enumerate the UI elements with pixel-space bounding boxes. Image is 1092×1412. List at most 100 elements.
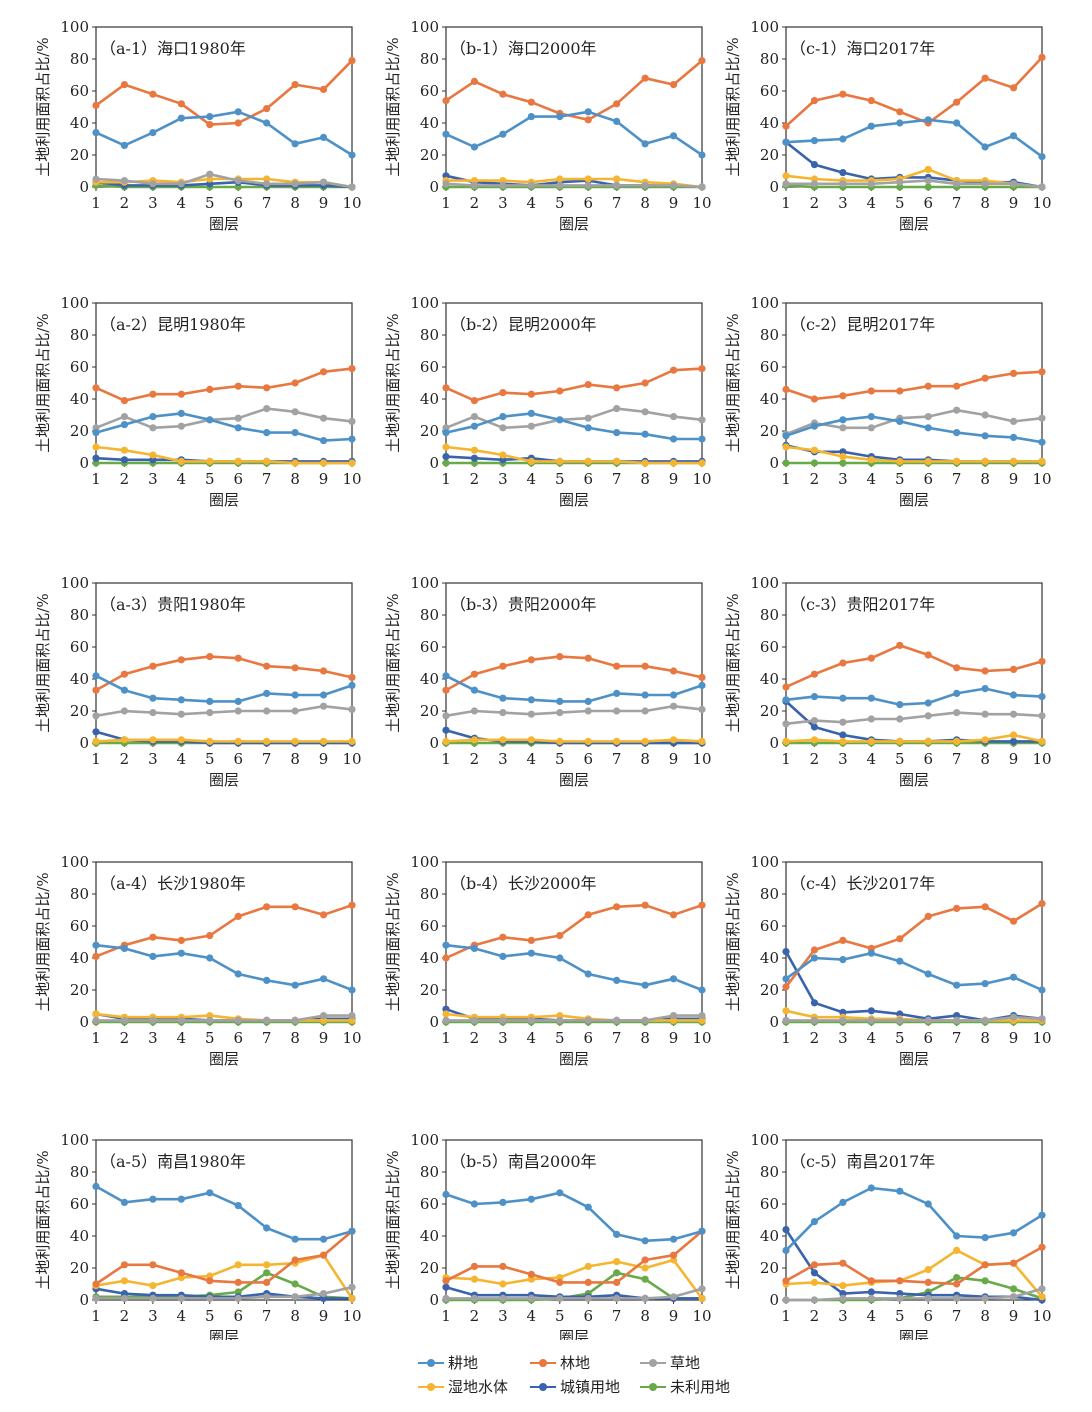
y-axis-label: 土地利用面积占比/% (384, 593, 402, 732)
data-point (442, 1010, 450, 1018)
data-point (120, 81, 129, 89)
x-tick-label: 1 (781, 750, 791, 768)
data-point (206, 653, 214, 661)
y-tick-label: 20 (70, 1259, 89, 1277)
data-point (499, 451, 507, 459)
data-point (1009, 710, 1018, 718)
series-草地 (92, 170, 356, 191)
y-tick-label: 80 (70, 885, 89, 903)
data-point (442, 459, 450, 467)
x-tick-label: 4 (527, 750, 537, 768)
data-point (319, 437, 328, 445)
data-point (641, 1294, 649, 1302)
data-point (782, 1246, 790, 1254)
data-point (442, 443, 450, 451)
data-point (149, 390, 157, 398)
data-point (499, 709, 507, 717)
data-point (810, 723, 819, 731)
x-tick-label: 2 (810, 750, 820, 768)
x-tick-label: 8 (290, 1307, 300, 1325)
series-line (95, 445, 352, 465)
data-point (470, 1262, 479, 1270)
data-point (92, 384, 100, 392)
data-point (527, 98, 535, 106)
series-林地 (442, 901, 706, 962)
data-point (470, 446, 479, 454)
data-point (1038, 1015, 1046, 1023)
data-point (206, 709, 214, 717)
chart-title: （a-1）海口1980年 (100, 39, 246, 58)
data-point (120, 1198, 129, 1206)
data-point (953, 737, 961, 746)
series-草地 (782, 709, 1046, 728)
data-point (641, 74, 649, 82)
x-tick-label: 5 (895, 194, 905, 212)
x-tick-label: 5 (895, 1307, 905, 1325)
data-point (810, 693, 819, 701)
data-point (92, 728, 100, 736)
y-tick-label: 60 (70, 638, 89, 656)
series-line (95, 1287, 352, 1300)
series-line (446, 1014, 702, 1022)
data-point (782, 975, 790, 983)
data-point (669, 691, 678, 699)
data-point (527, 422, 535, 430)
y-axis-label: 土地利用面积占比/% (724, 593, 742, 732)
legend-item: 未利用地 (640, 1376, 730, 1397)
x-tick-label: 7 (952, 1307, 962, 1325)
data-point (149, 1016, 157, 1024)
series-line (95, 704, 353, 718)
data-point (782, 443, 790, 451)
x-axis-label: 圈层 (899, 771, 929, 789)
series-line (445, 943, 703, 992)
data-point (149, 424, 157, 432)
legend-swatch (530, 1382, 556, 1391)
data-point (924, 1200, 932, 1208)
data-point (810, 1016, 819, 1024)
data-point (669, 1293, 678, 1301)
data-point (348, 986, 356, 994)
data-point (810, 161, 819, 169)
series-耕地 (92, 409, 356, 445)
data-point (924, 457, 932, 465)
data-point (1038, 368, 1046, 376)
chart-panel-6: 0 20 40 60 80 100 1 2 3 4 5 6 7 8 9 10 圈层 土地利用面积占比/% （c-2）… (724, 294, 1052, 509)
y-tick-label: 100 (750, 574, 779, 592)
x-tick-label: 2 (120, 1307, 130, 1325)
chart-panel-14: 0 20 40 60 80 100 1 2 3 4 5 6 7 8 9 10 圈层 土地利用面积占比/% （b-5）… (384, 1131, 712, 1346)
data-point (1009, 433, 1018, 441)
x-tick-label: 4 (177, 1307, 187, 1325)
data-point (470, 670, 479, 678)
data-point (810, 459, 819, 467)
x-tick-label: 8 (640, 1029, 650, 1047)
data-point (499, 736, 507, 744)
x-tick-label: 10 (692, 470, 711, 488)
x-tick-label: 5 (205, 1307, 215, 1325)
x-tick-label: 4 (527, 1029, 537, 1047)
series-耕地 (442, 941, 706, 994)
series-line (445, 110, 703, 157)
data-point (348, 1012, 356, 1020)
y-tick-label: 0 (769, 1291, 779, 1309)
data-point (319, 368, 328, 376)
series-line (95, 59, 353, 126)
y-tick-label: 100 (750, 18, 779, 36)
x-tick-label: 3 (838, 194, 848, 212)
data-point (981, 667, 989, 675)
y-axis-label: 土地利用面积占比/% (724, 37, 742, 176)
series-林地 (442, 1227, 706, 1286)
series-林地 (782, 641, 1046, 691)
y-axis-label: 土地利用面积占比/% (724, 1150, 742, 1289)
x-tick-label: 3 (148, 470, 158, 488)
data-point (234, 1278, 242, 1286)
data-point (669, 435, 678, 443)
chart-panel-13: 0 20 40 60 80 100 1 2 3 4 5 6 7 8 9 10 圈层 土地利用面积占比/% （a-5）… (34, 1131, 362, 1346)
data-point (177, 656, 185, 664)
data-point (234, 912, 242, 921)
x-tick-label: 6 (583, 470, 593, 488)
data-point (924, 1294, 932, 1302)
data-point (206, 1189, 214, 1197)
data-point (556, 113, 564, 121)
y-tick-label: 100 (410, 18, 439, 36)
